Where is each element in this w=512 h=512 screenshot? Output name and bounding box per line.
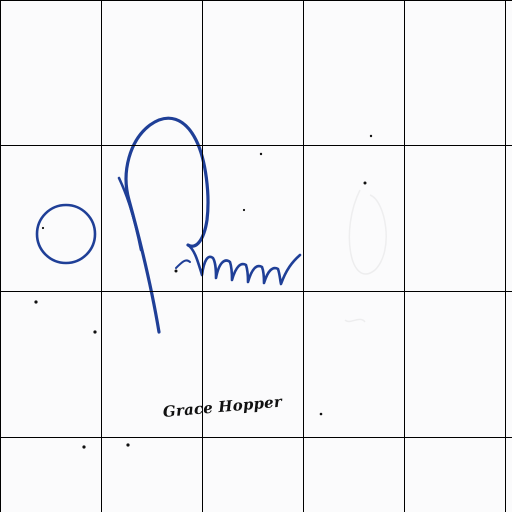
bleed-through-signature bbox=[344, 189, 387, 323]
circle-outline-icon bbox=[35, 203, 97, 265]
scan-specks bbox=[34, 134, 373, 449]
handwritten-signature bbox=[117, 116, 302, 334]
